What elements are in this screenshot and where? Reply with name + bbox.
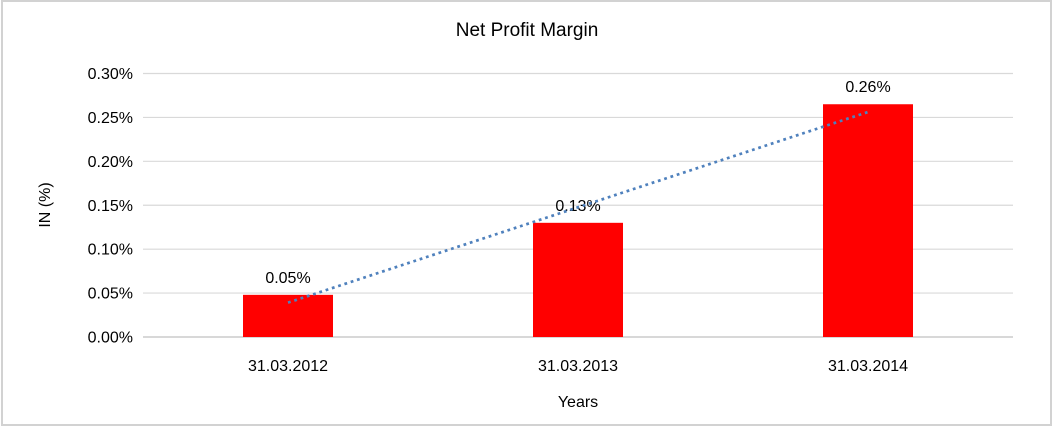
bar-value-label: 0.05% <box>265 270 310 287</box>
chart-title: Net Profit Margin <box>455 20 599 41</box>
bar <box>533 222 623 337</box>
y-tick-label: 0.05% <box>88 286 133 303</box>
bar-value-label: 0.26% <box>845 79 890 96</box>
x-category-label: 31.03.2014 <box>828 358 908 375</box>
y-tick-label: 0.25% <box>88 110 133 127</box>
bar <box>823 104 913 337</box>
y-tick-label: 0.30% <box>88 66 133 83</box>
y-tick-label: 0.00% <box>88 330 133 347</box>
y-tick-label: 0.15% <box>88 198 133 215</box>
x-category-label: 31.03.2013 <box>538 358 618 375</box>
bar <box>243 294 333 337</box>
x-category-label: 31.03.2012 <box>248 358 328 375</box>
x-axis-title: Years <box>557 394 599 411</box>
y-tick-label: 0.20% <box>88 154 133 171</box>
y-axis-title: IN (%) <box>37 182 54 228</box>
y-tick-label: 0.10% <box>88 242 133 259</box>
trendline <box>287 110 869 304</box>
